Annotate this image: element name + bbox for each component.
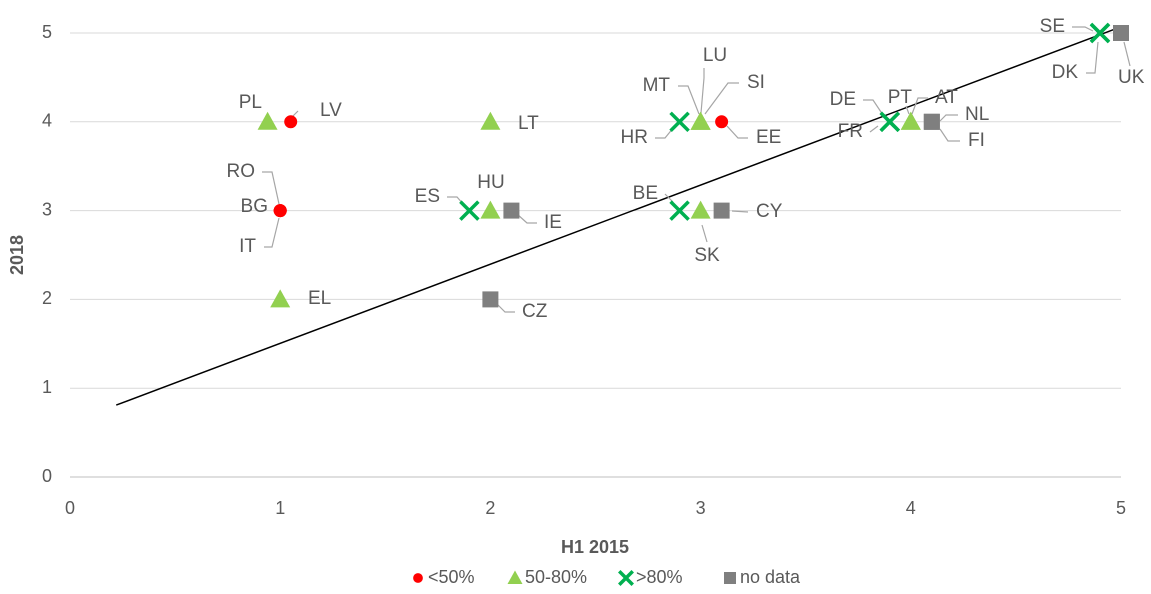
- point-label: MT: [643, 75, 671, 96]
- point: [503, 202, 520, 219]
- point: [715, 115, 729, 129]
- legend-label: 50-80%: [525, 567, 587, 587]
- point-label: PT: [888, 87, 913, 108]
- point-label: PL: [239, 92, 262, 113]
- point-label: EL: [308, 288, 331, 309]
- point: [923, 113, 940, 130]
- point-label: EE: [756, 127, 781, 148]
- point-label: CZ: [522, 301, 548, 322]
- legend-marker: [724, 572, 736, 584]
- point-label: DE: [830, 89, 856, 110]
- x-tick-label: 3: [696, 498, 706, 518]
- point-label: BE: [633, 183, 658, 204]
- leader-line: [939, 114, 958, 122]
- point: [480, 200, 501, 219]
- point: [1113, 25, 1129, 41]
- point-label: SI: [747, 72, 765, 93]
- x-tick-label: 0: [65, 498, 75, 518]
- leader-line: [701, 224, 708, 243]
- leader-line: [704, 82, 739, 115]
- leader-line: [869, 125, 879, 133]
- point: [669, 111, 690, 133]
- legend-label: <50%: [428, 567, 475, 587]
- point-label: FR: [838, 121, 863, 142]
- legend-label: no data: [740, 567, 801, 587]
- point-label: IE: [544, 212, 562, 233]
- y-tick-label: 5: [42, 22, 52, 42]
- legend-label: >80%: [636, 567, 683, 587]
- point: [273, 204, 287, 218]
- point: [669, 200, 690, 221]
- point-label: LT: [518, 113, 539, 134]
- leader-line: [731, 210, 749, 213]
- leader-line: [700, 68, 705, 114]
- point-label: AT: [935, 87, 958, 108]
- point-label: HR: [621, 127, 648, 148]
- point: [482, 291, 499, 308]
- leader-line: [496, 303, 515, 313]
- x-tick-label: 5: [1116, 498, 1126, 518]
- point: [257, 111, 278, 130]
- x-tick-label: 2: [485, 498, 495, 518]
- point-label: ES: [415, 186, 440, 207]
- point-label: RO: [227, 161, 256, 182]
- leader-line: [863, 99, 884, 116]
- x-tick-label: 1: [275, 498, 285, 518]
- leader-line: [726, 125, 748, 139]
- point: [284, 115, 298, 129]
- leader-line: [905, 105, 910, 115]
- point: [1089, 22, 1111, 44]
- point-label: DK: [1052, 62, 1079, 83]
- trendline: [115, 26, 1122, 406]
- point: [480, 111, 501, 130]
- point-label: FI: [968, 130, 985, 151]
- point: [270, 289, 291, 308]
- legend-marker: [618, 570, 634, 586]
- point-label: IT: [239, 236, 256, 257]
- y-tick-label: 0: [42, 466, 52, 486]
- leader-line: [1123, 41, 1131, 67]
- y-tick-label: 4: [42, 111, 52, 131]
- x-axis-title: H1 2015: [561, 537, 629, 557]
- point-label: BG: [241, 196, 268, 217]
- point-label: HU: [477, 172, 504, 193]
- point: [900, 111, 921, 130]
- x-tick-label: 4: [906, 498, 916, 518]
- legend-marker: [413, 573, 423, 583]
- legend-marker: [507, 570, 523, 584]
- leader-line: [1086, 41, 1099, 74]
- y-tick-label: 3: [42, 199, 52, 219]
- point-label: LV: [320, 100, 342, 121]
- leader-line: [939, 128, 960, 142]
- point: [879, 111, 901, 133]
- point-label: UK: [1118, 67, 1145, 88]
- leader-line: [262, 171, 280, 205]
- y-axis-title: 2018: [7, 235, 27, 275]
- y-tick-label: 1: [42, 377, 52, 397]
- point: [713, 202, 730, 219]
- point-label: NL: [965, 104, 989, 125]
- leader-line: [1072, 26, 1094, 32]
- point-label: LU: [703, 45, 727, 66]
- point-label: CY: [756, 201, 783, 222]
- point: [690, 111, 711, 130]
- point: [690, 200, 711, 219]
- point-label: SK: [694, 245, 720, 266]
- leader-line: [678, 85, 700, 115]
- point: [459, 200, 480, 221]
- leader-line: [264, 217, 280, 248]
- point-label: SE: [1040, 16, 1065, 37]
- y-tick-label: 2: [42, 288, 52, 308]
- leader-line: [911, 97, 928, 115]
- leader-line: [516, 213, 537, 224]
